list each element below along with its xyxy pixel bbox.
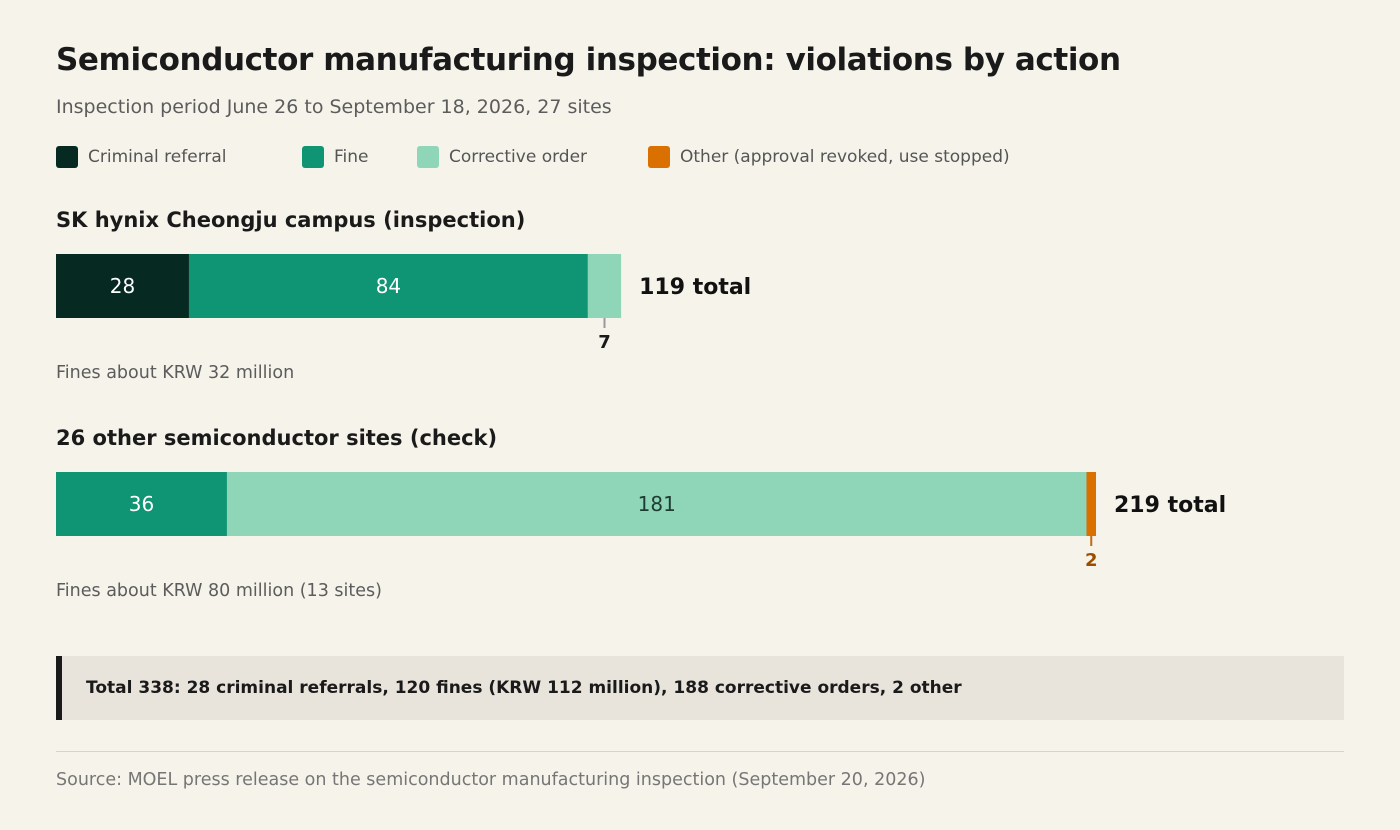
legend-swatch-fine bbox=[302, 146, 324, 168]
total-label: 219 total bbox=[1114, 493, 1226, 518]
legend-item-fine: Fine bbox=[302, 145, 369, 169]
bar-segment-criminal-referral bbox=[56, 254, 189, 318]
data-label: 181 bbox=[638, 492, 676, 516]
legend-item-other: Other (approval revoked, use stopped) bbox=[648, 145, 1010, 169]
data-label: 2 bbox=[1085, 550, 1098, 571]
group-title-other-sites: 26 other semiconductor sites (check) bbox=[56, 426, 498, 450]
bar-segment-corrective-order bbox=[587, 254, 622, 318]
bar-segment-other-approval-revoked-use-stopped bbox=[1086, 472, 1096, 536]
legend-label: Other (approval revoked, use stopped) bbox=[680, 147, 1010, 167]
summary-box: Total 338: 28 criminal referrals, 120 fi… bbox=[56, 656, 1344, 720]
legend-item-criminal-referral: Criminal referral bbox=[56, 145, 227, 169]
legend-swatch-corrective-order bbox=[417, 146, 439, 168]
bar-segment-corrective-order bbox=[226, 472, 1087, 536]
legend-item-corrective-order: Corrective order bbox=[417, 145, 587, 169]
data-label: 7 bbox=[598, 332, 611, 353]
legend-swatch-criminal-referral bbox=[56, 146, 78, 168]
bar-segment-fine bbox=[188, 254, 588, 318]
source-divider bbox=[56, 751, 1344, 752]
fines-note-other-sites: Fines about KRW 80 million (13 sites) bbox=[56, 581, 382, 601]
bar-segment-fine bbox=[56, 472, 227, 536]
legend-label: Corrective order bbox=[449, 147, 588, 167]
data-label: 84 bbox=[376, 274, 401, 298]
legend-label: Fine bbox=[334, 147, 369, 167]
legend-label: Criminal referral bbox=[88, 147, 227, 167]
data-label: 36 bbox=[129, 492, 154, 516]
total-label: 119 total bbox=[639, 275, 751, 300]
group-title-sk-hynix: SK hynix Cheongju campus (inspection) bbox=[56, 208, 526, 232]
fines-note-sk-hynix: Fines about KRW 32 million bbox=[56, 363, 295, 383]
data-label: 28 bbox=[110, 274, 135, 298]
legend-swatch-other bbox=[648, 146, 670, 168]
chart-title: Semiconductor manufacturing inspection: … bbox=[56, 42, 1121, 78]
summary-text: Total 338: 28 criminal referrals, 120 fi… bbox=[86, 678, 962, 698]
chart-subtitle: Inspection period June 26 to September 1… bbox=[56, 96, 612, 118]
source-note: Source: MOEL press release on the semico… bbox=[56, 770, 926, 790]
